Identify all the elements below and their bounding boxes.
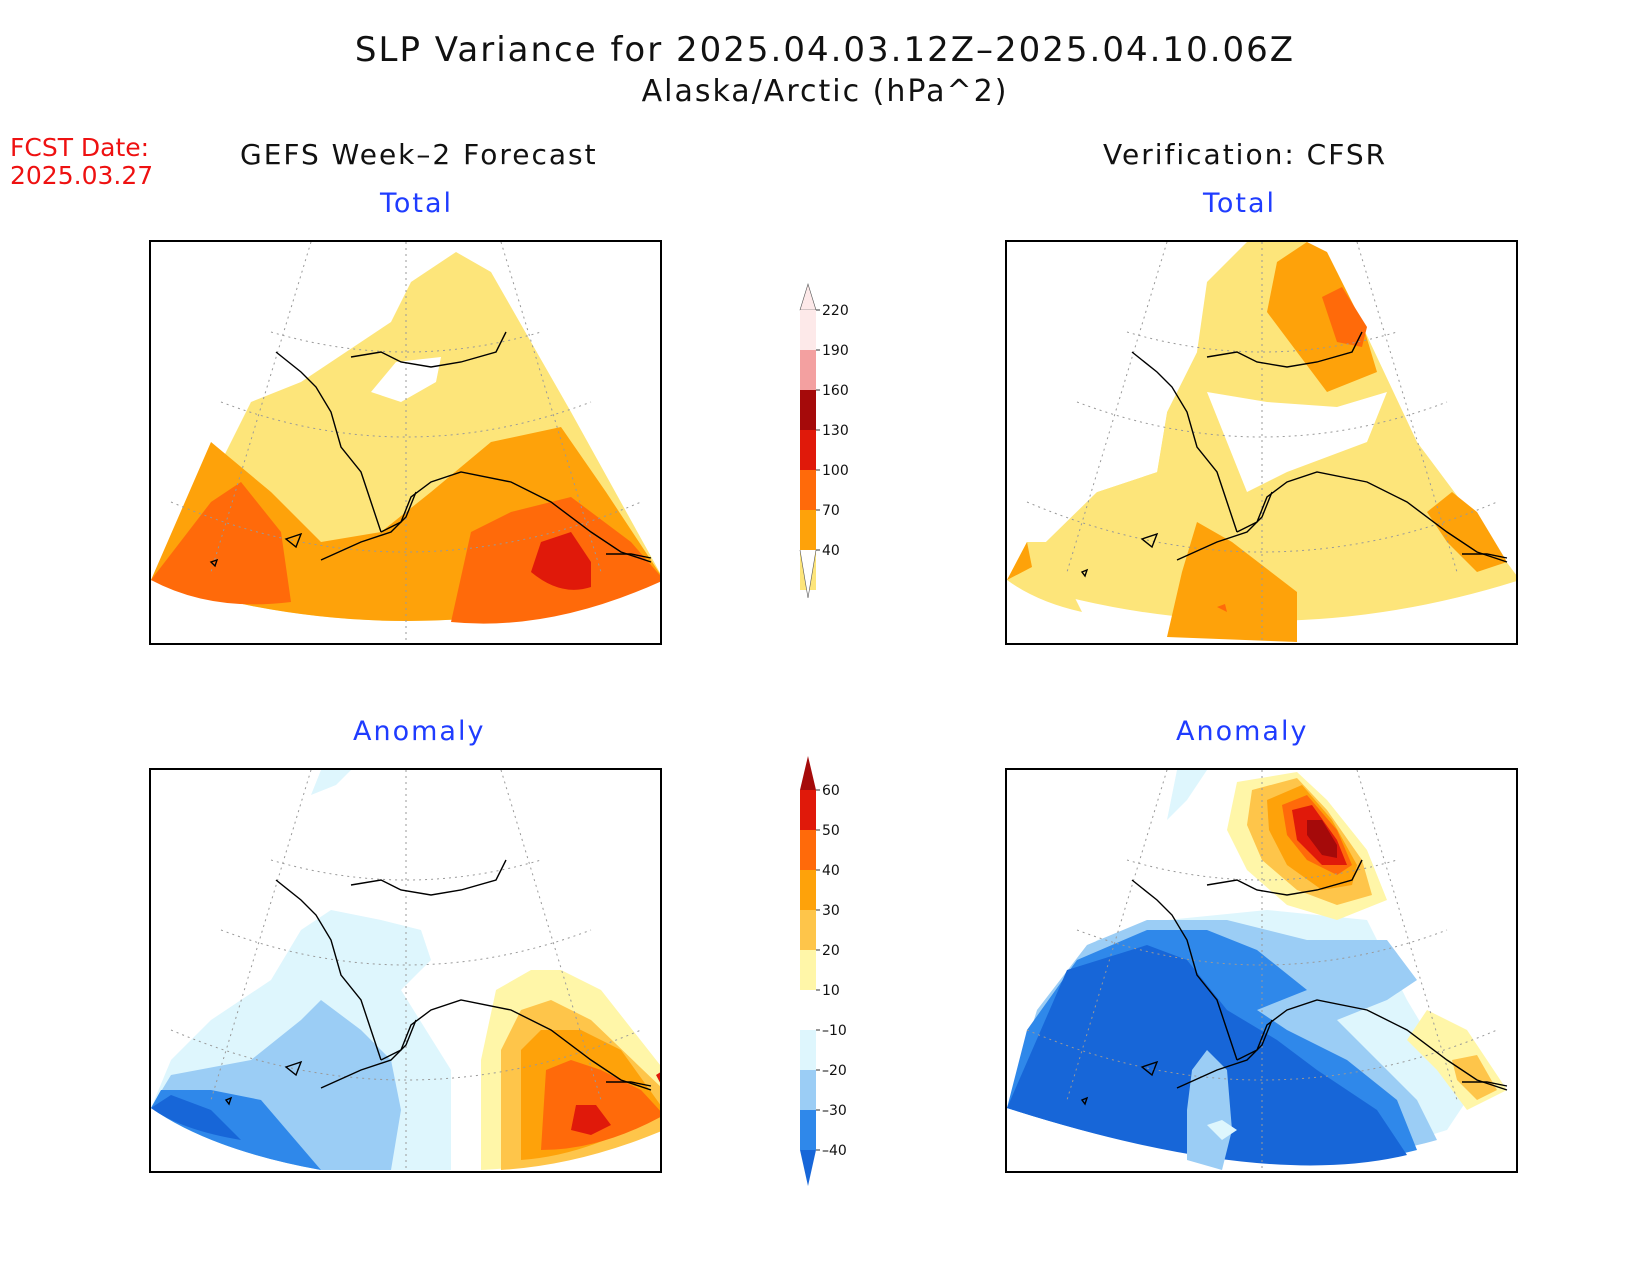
colorbar-bottom-triangle bbox=[800, 1150, 816, 1186]
forecast-anomaly-title: Anomaly bbox=[353, 716, 486, 747]
colorbar-tick-label: 190 bbox=[822, 343, 849, 359]
colorbar-swatch bbox=[800, 1070, 816, 1110]
colorbar-tick-label: –20 bbox=[822, 1063, 847, 1079]
colorbar-swatch bbox=[800, 310, 816, 350]
colorbar-tick-label: 40 bbox=[822, 863, 840, 879]
colorbar-tick-label: 220 bbox=[822, 303, 849, 319]
colorbar-swatch bbox=[800, 910, 816, 950]
colorbar-swatch bbox=[800, 990, 816, 1030]
colorbar-swatch bbox=[800, 950, 816, 990]
verification-total-title: Total bbox=[1203, 188, 1277, 219]
verification-column-title: Verification: CFSR bbox=[1103, 138, 1388, 171]
colorbar-bottom-triangle bbox=[799, 549, 817, 599]
contour-fill bbox=[1007, 770, 1507, 1170]
contour-fill bbox=[151, 770, 660, 1170]
colorbar-swatch bbox=[800, 870, 816, 910]
figure-title: SLP Variance for 2025.04.03.12Z–2025.04.… bbox=[354, 30, 1296, 70]
colorbar-swatch bbox=[800, 350, 816, 390]
colorbar-swatch bbox=[800, 510, 816, 550]
verification-anomaly-title: Anomaly bbox=[1176, 716, 1309, 747]
colorbar-swatch bbox=[800, 830, 816, 870]
latitude-gridlines bbox=[170, 242, 642, 642]
colorbar-tick-label: 40 bbox=[822, 543, 840, 559]
latitude-gridlines bbox=[1026, 770, 1498, 1170]
colorbar-tick-label: 100 bbox=[822, 463, 849, 479]
forecast-total-map bbox=[149, 240, 662, 645]
fcst-date-label: FCST Date: bbox=[10, 133, 150, 162]
colorbar-tick-label: 60 bbox=[822, 783, 840, 799]
colorbar-tick-label: –30 bbox=[822, 1103, 847, 1119]
figure-subtitle: Alaska/Arctic (hPa^2) bbox=[641, 74, 1009, 109]
coastline bbox=[1080, 859, 1508, 1106]
coastline bbox=[1080, 331, 1508, 578]
latitude-gridlines bbox=[1026, 242, 1498, 642]
colorbar-tick-label: 20 bbox=[822, 943, 840, 959]
colorbar-swatch bbox=[800, 790, 816, 830]
colorbar-swatch bbox=[800, 470, 816, 510]
forecast-column-title: GEFS Week–2 Forecast bbox=[240, 138, 598, 171]
forecast-total-title: Total bbox=[380, 188, 454, 219]
colorbar-swatch bbox=[800, 430, 816, 470]
latitude-gridlines bbox=[170, 770, 642, 1170]
total-colorbar: 40 70 100 130 160 190 220 bbox=[799, 282, 849, 599]
colorbar-swatch bbox=[800, 390, 816, 430]
coastline bbox=[209, 331, 652, 568]
colorbar-tick-label: 30 bbox=[822, 903, 840, 919]
colorbar-tick-label: –10 bbox=[822, 1023, 847, 1039]
anomaly-colorbar: –40 –30 –20 –10 10 20 30 40 50 60 bbox=[800, 756, 847, 1186]
fcst-date-value: 2025.03.27 bbox=[10, 161, 154, 190]
colorbar-top-triangle bbox=[800, 756, 816, 790]
forecast-anomaly-map bbox=[149, 768, 662, 1173]
colorbar-tick-label: –40 bbox=[822, 1143, 847, 1159]
coastline bbox=[224, 859, 652, 1106]
colorbar-tick-label: 70 bbox=[822, 503, 840, 519]
colorbar-tick-label: 50 bbox=[822, 823, 840, 839]
colorbar-top-triangle bbox=[799, 282, 817, 311]
colorbar-tick-label: 160 bbox=[822, 383, 849, 399]
colorbar-tick-label: 130 bbox=[822, 423, 849, 439]
contour-fill bbox=[1007, 242, 1516, 642]
colorbar-swatch bbox=[800, 1030, 816, 1070]
colorbar-tick-label: 10 bbox=[822, 983, 840, 999]
verification-total-map bbox=[1005, 240, 1518, 645]
verification-anomaly-map bbox=[1005, 768, 1518, 1173]
colorbar-swatch bbox=[800, 1110, 816, 1150]
